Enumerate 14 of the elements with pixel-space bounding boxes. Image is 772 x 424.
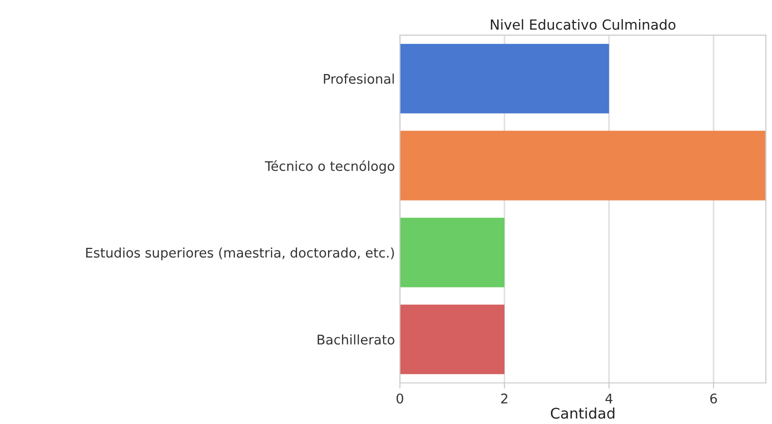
x-tick-label: 0 (396, 394, 404, 404)
x-tick-label: 4 (605, 394, 612, 404)
x-tick-label: 6 (710, 394, 717, 404)
x-tick-label: 2 (501, 394, 508, 404)
y-tick-label: Técnico o tecnólogo (264, 160, 394, 174)
y-tick-label: Estudios superiores (maestria, doctorado, etc.) (86, 247, 394, 260)
chart-title: Nivel Educativo Culminado (490, 19, 676, 30)
bar (400, 218, 504, 288)
y-tick-label: Bachillerato (318, 334, 394, 345)
y-tick-label: Profesional (324, 74, 394, 84)
bar (400, 130, 766, 200)
x-axis-title: Cantidad (550, 407, 614, 419)
bar (400, 304, 504, 374)
bar (400, 44, 609, 114)
